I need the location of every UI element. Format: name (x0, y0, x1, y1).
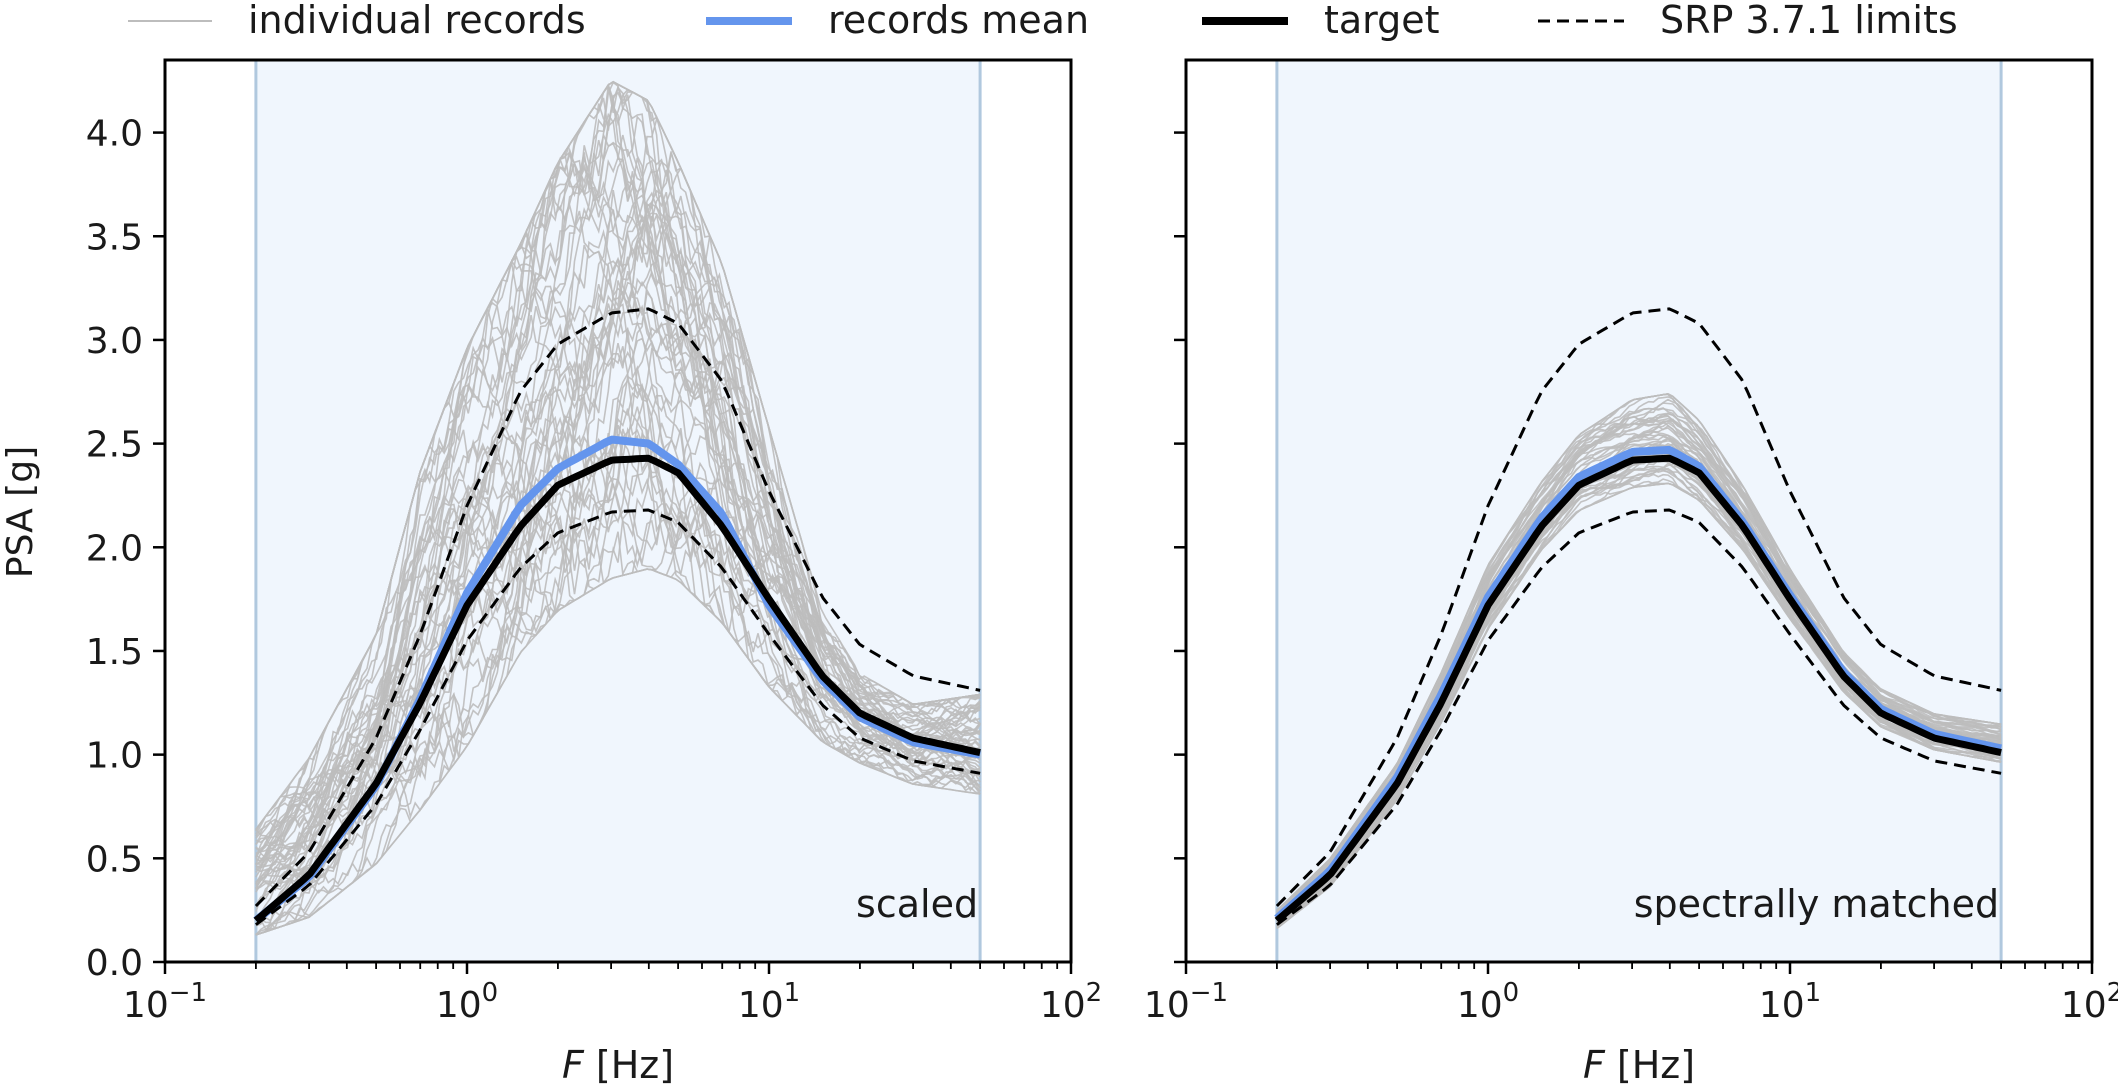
panel-annotation: spectrally matched (1634, 882, 1999, 926)
srp-lower-limit-line (255, 508, 981, 926)
axes-frame (1184, 58, 2094, 964)
y-tick-label: 3.0 (86, 321, 143, 362)
x-tick-label: 102 (2061, 978, 2118, 1026)
plot-area (253, 80, 981, 936)
panel-scaled: 10−1 100 101 102 0.0 0.5 1.0 1.5 2.0 2.5 3.0 3.5 4.0… (86, 58, 1102, 1087)
y-tick-label: 3.5 (86, 217, 143, 258)
individual-record-line (255, 458, 981, 863)
individual-record-line (1276, 393, 2002, 913)
individual-record-line (255, 308, 981, 936)
individual-record-line (1276, 482, 2002, 926)
srp-upper-limit-line (1275, 307, 2002, 908)
y-tick-label: 2.0 (86, 528, 143, 569)
axes-frame (163, 58, 1073, 964)
individual-record-line (255, 167, 981, 865)
y-axis-label: PSA [g] (0, 446, 41, 578)
legend-label-srp-limits: SRP 3.7.1 limits (1660, 0, 1958, 42)
x-axis-label: F [Hz] (1583, 1043, 1695, 1087)
individual-record-line (255, 159, 981, 930)
x-tick-label: 101 (1759, 978, 1821, 1026)
x-tick-label: 100 (436, 978, 498, 1026)
plot-area (1274, 307, 2002, 930)
x-tick-label: 10−1 (123, 978, 207, 1026)
x-tick-label: 100 (1457, 978, 1519, 1026)
y-tick-label: 2.5 (86, 425, 143, 466)
srp-lower-limit-line (1276, 508, 2002, 926)
y-tick-label: 4.0 (86, 114, 143, 155)
individual-record-line (255, 408, 981, 936)
frequency-band (1276, 60, 2002, 962)
frequency-band (255, 60, 981, 962)
target-line (253, 454, 981, 924)
legend-label-target: target (1324, 0, 1440, 42)
srp-upper-limit-line (254, 307, 981, 908)
x-tick-label: 102 (1040, 978, 1102, 1026)
y-tick-label: 1.0 (86, 736, 143, 777)
panel-annotation: scaled (856, 882, 978, 926)
x-tick-label: 10−1 (1144, 978, 1228, 1026)
y-tick-label: 0.0 (86, 943, 143, 984)
individual-record-line (1276, 407, 2002, 912)
x-axis-label: F [Hz] (562, 1043, 674, 1087)
y-tick-label: 0.5 (86, 839, 143, 880)
legend-label-records-mean: records mean (828, 0, 1089, 42)
y-tick-label: 1.5 (86, 632, 143, 673)
target-line (1274, 454, 2002, 924)
individual-record-line (255, 322, 981, 930)
legend: individual records records mean target S… (128, 0, 1958, 42)
panel-spectrally-matched: 10−1 100 101 102 F [Hz] spectrally matched (1144, 58, 2118, 1087)
x-tick-label: 101 (738, 978, 800, 1026)
individual-record-line (255, 115, 981, 866)
legend-label-individual-records: individual records (248, 0, 586, 42)
